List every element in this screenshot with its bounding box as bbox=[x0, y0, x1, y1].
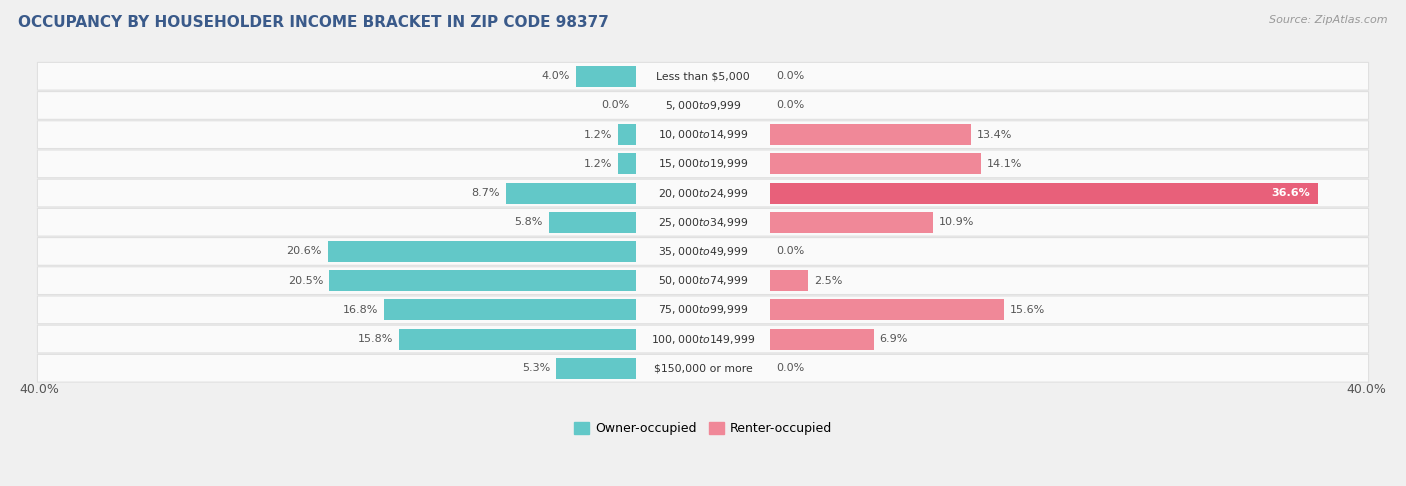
FancyBboxPatch shape bbox=[38, 238, 1368, 265]
Bar bbox=[557, 358, 636, 379]
Text: 16.8%: 16.8% bbox=[343, 305, 378, 315]
Text: $150,000 or more: $150,000 or more bbox=[654, 363, 752, 373]
Text: 1.2%: 1.2% bbox=[583, 130, 612, 139]
Text: 8.7%: 8.7% bbox=[471, 188, 499, 198]
FancyBboxPatch shape bbox=[38, 91, 1368, 120]
Text: 15.8%: 15.8% bbox=[359, 334, 394, 344]
Text: 0.0%: 0.0% bbox=[776, 101, 804, 110]
FancyBboxPatch shape bbox=[38, 325, 1368, 353]
Text: 0.0%: 0.0% bbox=[776, 246, 804, 257]
Bar bbox=[770, 154, 981, 174]
Text: $25,000 to $34,999: $25,000 to $34,999 bbox=[658, 216, 748, 229]
Text: 14.1%: 14.1% bbox=[987, 159, 1022, 169]
Text: 1.2%: 1.2% bbox=[583, 159, 612, 169]
Bar bbox=[617, 124, 636, 145]
Text: 2.5%: 2.5% bbox=[814, 276, 842, 286]
Bar bbox=[770, 183, 1317, 204]
Text: 5.3%: 5.3% bbox=[522, 363, 550, 373]
Text: 0.0%: 0.0% bbox=[776, 363, 804, 373]
Text: 40.0%: 40.0% bbox=[20, 383, 59, 396]
Bar bbox=[770, 124, 970, 145]
Text: 36.6%: 36.6% bbox=[1271, 188, 1310, 198]
Bar bbox=[770, 212, 934, 233]
FancyBboxPatch shape bbox=[38, 208, 1368, 236]
Bar bbox=[770, 329, 873, 349]
Text: $50,000 to $74,999: $50,000 to $74,999 bbox=[658, 274, 748, 287]
FancyBboxPatch shape bbox=[38, 179, 1368, 207]
Bar bbox=[617, 154, 636, 174]
Text: $20,000 to $24,999: $20,000 to $24,999 bbox=[658, 187, 748, 200]
Text: Source: ZipAtlas.com: Source: ZipAtlas.com bbox=[1270, 15, 1388, 25]
Bar bbox=[384, 299, 636, 320]
Text: 13.4%: 13.4% bbox=[977, 130, 1012, 139]
Bar bbox=[399, 329, 636, 349]
Bar bbox=[770, 299, 1004, 320]
Text: $100,000 to $149,999: $100,000 to $149,999 bbox=[651, 332, 755, 346]
Text: 6.9%: 6.9% bbox=[880, 334, 908, 344]
Text: $5,000 to $9,999: $5,000 to $9,999 bbox=[665, 99, 741, 112]
FancyBboxPatch shape bbox=[38, 62, 1368, 90]
Text: $75,000 to $99,999: $75,000 to $99,999 bbox=[658, 303, 748, 316]
Text: 0.0%: 0.0% bbox=[776, 71, 804, 81]
FancyBboxPatch shape bbox=[38, 267, 1368, 295]
Bar bbox=[548, 212, 636, 233]
Text: 0.0%: 0.0% bbox=[602, 101, 630, 110]
Text: Less than $5,000: Less than $5,000 bbox=[657, 71, 749, 81]
Text: 20.6%: 20.6% bbox=[287, 246, 322, 257]
Bar bbox=[506, 183, 636, 204]
Text: 4.0%: 4.0% bbox=[541, 71, 569, 81]
Text: 20.5%: 20.5% bbox=[288, 276, 323, 286]
Bar bbox=[328, 241, 636, 262]
Bar bbox=[770, 270, 807, 291]
Bar bbox=[576, 66, 636, 87]
Text: 10.9%: 10.9% bbox=[939, 217, 974, 227]
FancyBboxPatch shape bbox=[38, 354, 1368, 382]
FancyBboxPatch shape bbox=[38, 121, 1368, 149]
Text: OCCUPANCY BY HOUSEHOLDER INCOME BRACKET IN ZIP CODE 98377: OCCUPANCY BY HOUSEHOLDER INCOME BRACKET … bbox=[18, 15, 609, 30]
Text: $35,000 to $49,999: $35,000 to $49,999 bbox=[658, 245, 748, 258]
Text: $15,000 to $19,999: $15,000 to $19,999 bbox=[658, 157, 748, 171]
FancyBboxPatch shape bbox=[38, 150, 1368, 178]
Text: 40.0%: 40.0% bbox=[1347, 383, 1386, 396]
Bar bbox=[329, 270, 636, 291]
Text: 5.8%: 5.8% bbox=[515, 217, 543, 227]
Text: 15.6%: 15.6% bbox=[1010, 305, 1045, 315]
FancyBboxPatch shape bbox=[38, 296, 1368, 324]
Legend: Owner-occupied, Renter-occupied: Owner-occupied, Renter-occupied bbox=[568, 417, 838, 440]
Text: $10,000 to $14,999: $10,000 to $14,999 bbox=[658, 128, 748, 141]
